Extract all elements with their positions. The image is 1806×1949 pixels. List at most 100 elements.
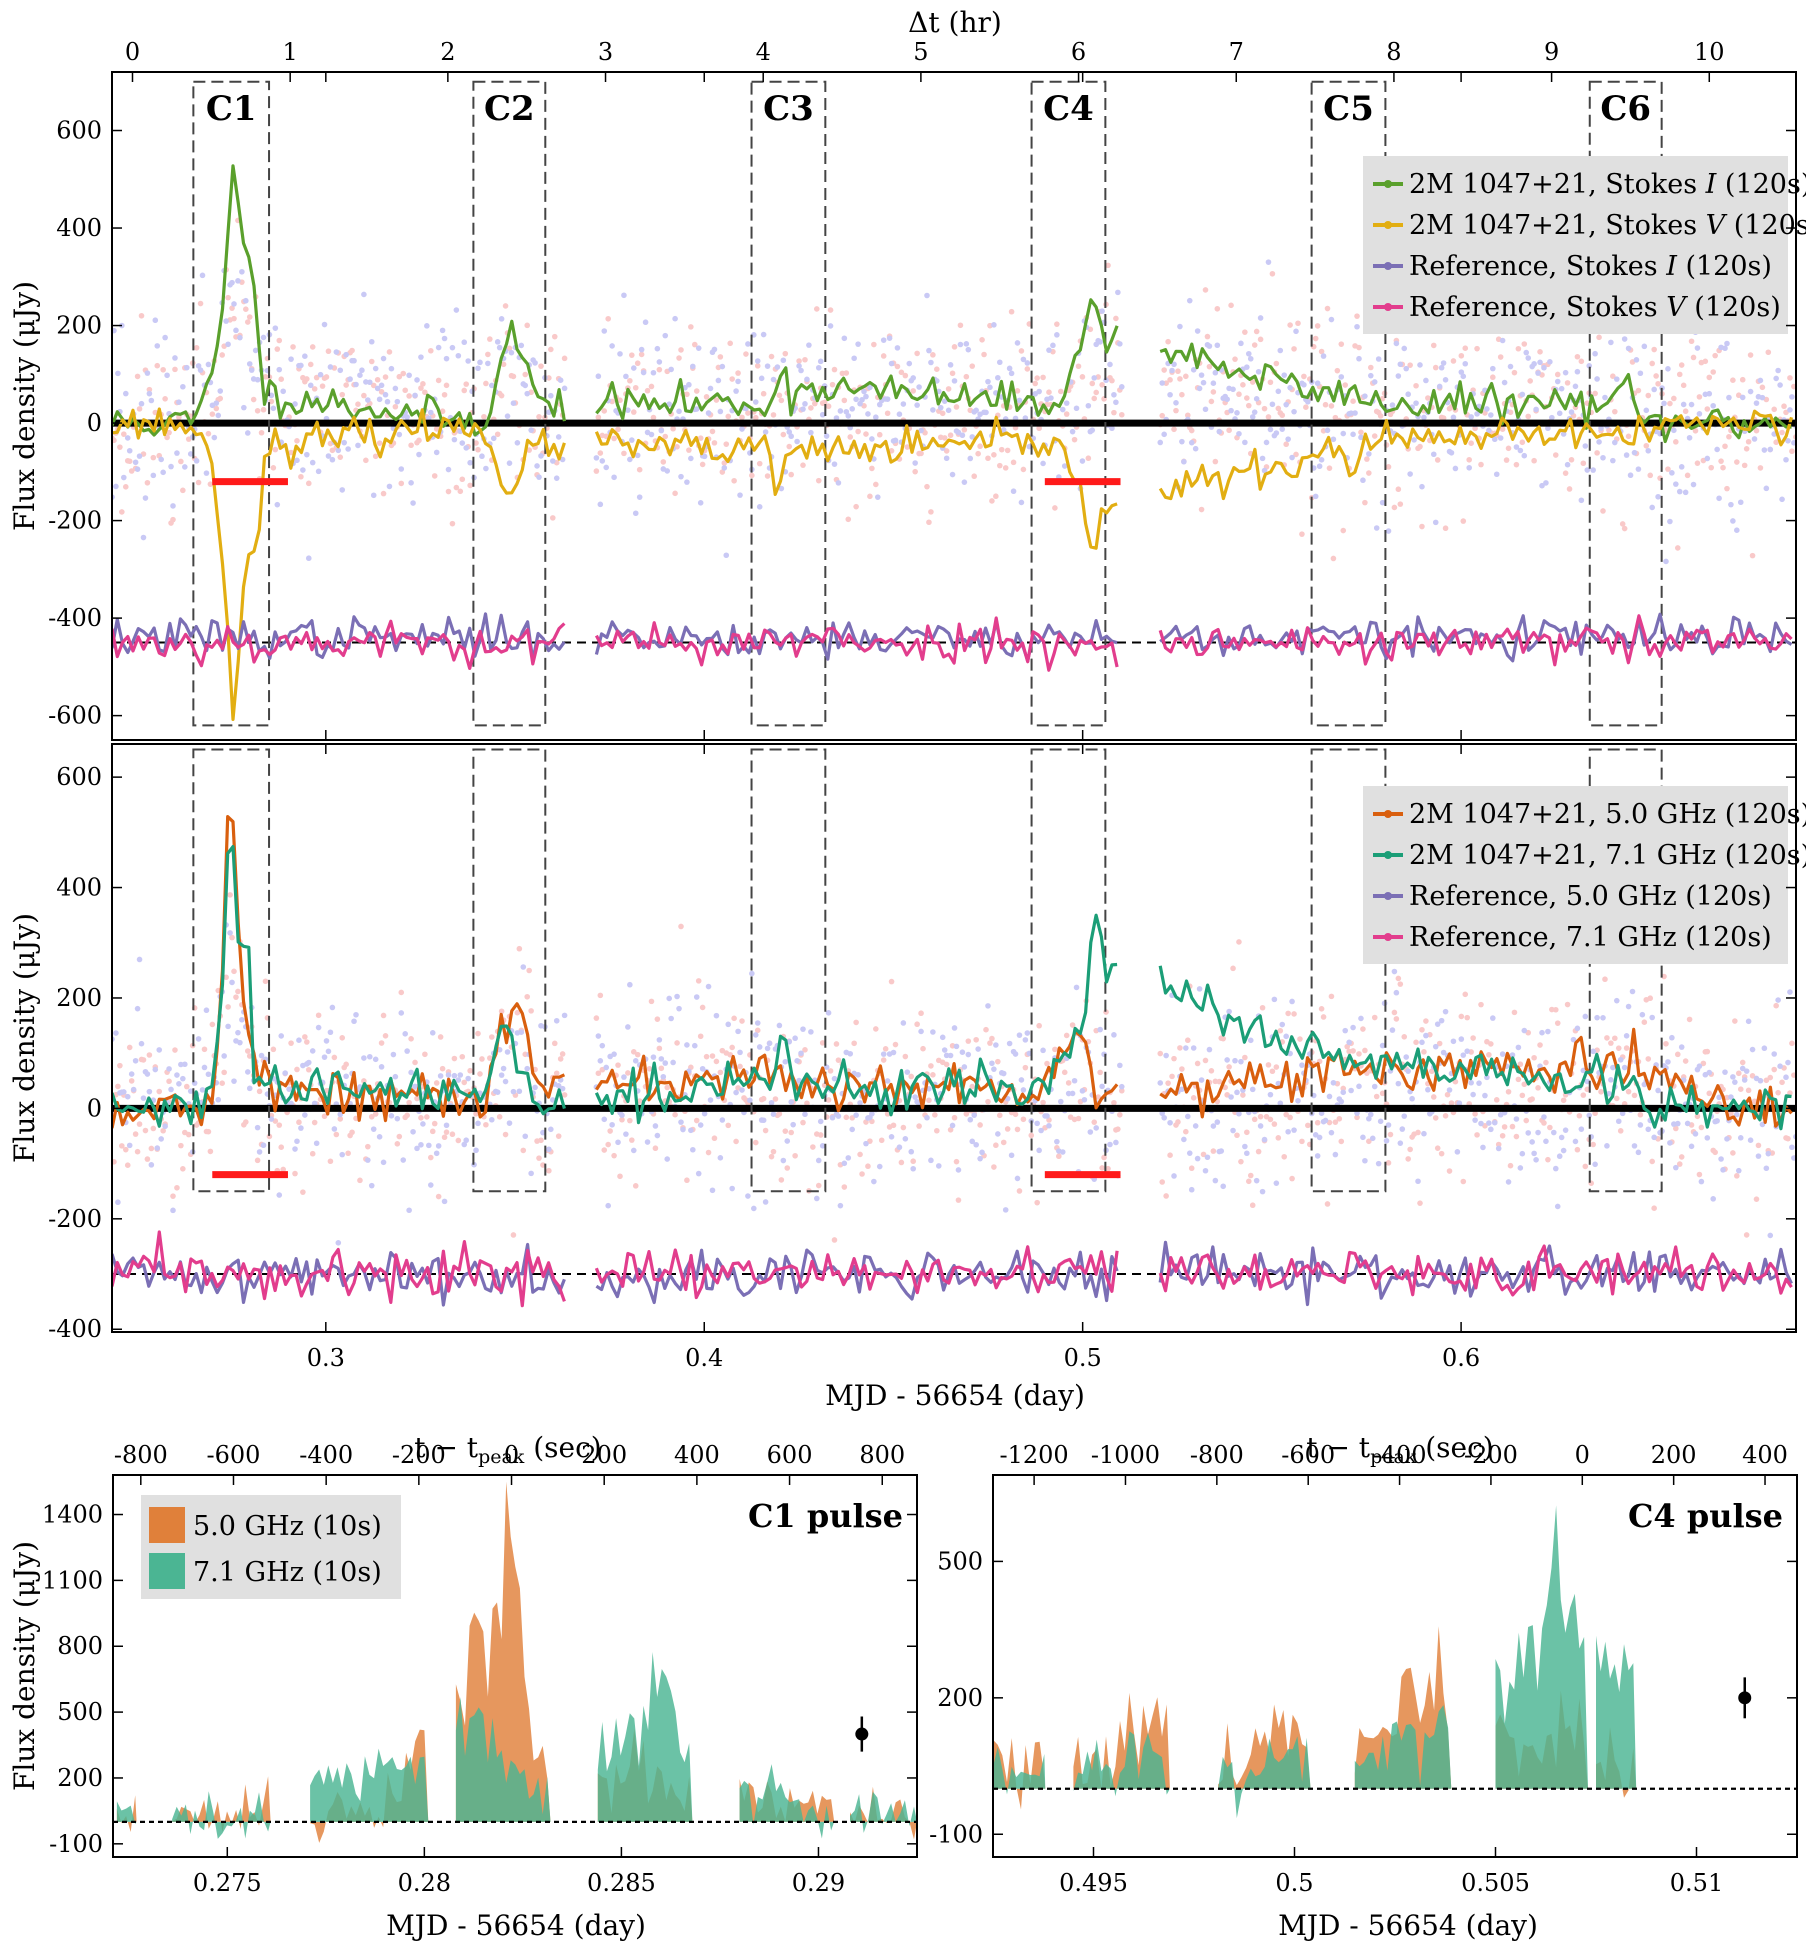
series-line <box>112 1230 566 1308</box>
scatter-point <box>768 353 775 360</box>
scatter-point <box>307 361 314 368</box>
scatter-point <box>1692 427 1699 434</box>
scatter-point <box>1430 451 1437 458</box>
scatter-point <box>311 1119 318 1126</box>
scatter-point <box>524 390 531 397</box>
scatter-point <box>1791 1155 1796 1161</box>
scatter-point <box>1395 975 1402 982</box>
scatter-point <box>1613 1095 1620 1102</box>
scatter-point <box>947 362 954 368</box>
scatter-point <box>776 1111 783 1117</box>
scatter-point <box>176 1080 182 1087</box>
scatter-point <box>1592 1161 1598 1168</box>
scatter-point <box>632 1183 639 1189</box>
scatter-point <box>158 456 164 463</box>
scatter-point <box>372 1056 379 1063</box>
legend-entry: Reference, 5.0 GHz (120s) <box>1409 881 1772 912</box>
scatter-point <box>625 1024 631 1030</box>
scatter-point <box>1615 1118 1622 1125</box>
scatter-point <box>786 429 793 435</box>
scatter-point <box>1486 427 1492 434</box>
scatter-point <box>172 1047 178 1053</box>
scatter-point <box>1377 413 1384 419</box>
scatter-point <box>1419 483 1425 490</box>
scatter-point <box>1537 349 1543 355</box>
scatter-point <box>739 426 745 432</box>
scatter-point <box>488 1034 495 1040</box>
scatter-point <box>668 366 674 373</box>
x-tick-label: 0.28 <box>398 1869 451 1897</box>
scatter-point <box>1247 1172 1254 1179</box>
scatter-point <box>561 385 568 392</box>
scatter-point <box>144 370 151 376</box>
scatter-point <box>349 347 355 354</box>
scatter-point <box>1175 368 1181 375</box>
scatter-point <box>1491 436 1498 443</box>
scatter-point <box>498 1072 505 1078</box>
scatter-point <box>1273 1180 1280 1186</box>
scatter-point <box>1507 363 1514 370</box>
scatter-point <box>1499 426 1506 433</box>
scatter-point <box>1105 262 1111 269</box>
scatter-point <box>1535 1085 1541 1091</box>
scatter-point <box>1206 363 1213 370</box>
scatter-point <box>979 337 985 343</box>
scatter-point <box>209 1021 216 1028</box>
scatter-point <box>555 1083 562 1089</box>
scatter-point <box>1584 1086 1591 1093</box>
scatter-point <box>522 1051 529 1058</box>
scatter-point <box>1706 1090 1713 1097</box>
scatter-point <box>1434 457 1441 463</box>
scatter-point <box>313 374 320 381</box>
scatter-point <box>1773 375 1779 382</box>
scatter-point <box>1299 1062 1305 1068</box>
pulse-box-label: C4 <box>1043 89 1094 129</box>
scatter-point <box>1157 1050 1164 1057</box>
scatter-point <box>1751 1098 1758 1105</box>
scatter-point <box>1651 346 1657 353</box>
scatter-point <box>735 378 741 385</box>
scatter-point <box>1312 335 1319 342</box>
scatter-point <box>1594 376 1600 382</box>
scatter-point <box>193 458 200 464</box>
scatter-point <box>1775 367 1781 374</box>
scatter-point <box>1214 1119 1221 1125</box>
scatter-point <box>1111 1099 1117 1106</box>
scatter-point <box>1336 1115 1343 1122</box>
scatter-point <box>1547 359 1553 365</box>
scatter-point <box>1676 1161 1683 1167</box>
scatter-point <box>1511 1009 1518 1016</box>
scatter-point <box>1444 1091 1451 1098</box>
scatter-point <box>987 1040 993 1046</box>
scatter-point <box>1757 377 1764 384</box>
scatter-point <box>1198 1077 1205 1083</box>
scatter-point <box>134 466 141 472</box>
scatter-point <box>1761 447 1768 453</box>
scatter-point <box>1169 367 1175 374</box>
legend-entry: 7.1 GHz (10s) <box>193 1557 382 1588</box>
scatter-point <box>384 398 391 405</box>
scatter-point <box>1501 379 1508 386</box>
scatter-point <box>1289 454 1295 461</box>
scatter-point <box>1572 383 1579 390</box>
scatter-point <box>150 454 157 461</box>
scatter-point <box>1523 349 1530 356</box>
scatter-point <box>146 1052 153 1058</box>
scatter-point <box>1269 1068 1276 1075</box>
scatter-point <box>142 1127 149 1134</box>
scatter-point <box>1253 1177 1260 1184</box>
scatter-point <box>699 461 706 468</box>
area-fill <box>1073 1731 1170 1797</box>
scatter-point <box>1759 384 1766 391</box>
scatter-point <box>311 386 318 392</box>
scatter-point <box>630 365 637 371</box>
scatter-point <box>1226 427 1232 434</box>
scatter-point <box>745 341 751 347</box>
scatter-point <box>321 1054 328 1060</box>
scatter-point <box>664 468 671 474</box>
scatter-point <box>1661 400 1667 407</box>
scatter-point <box>693 406 700 412</box>
legend-text-suffix: (120s) <box>1725 210 1806 241</box>
scatter-point <box>1490 1015 1496 1021</box>
scatter-point <box>392 385 399 392</box>
